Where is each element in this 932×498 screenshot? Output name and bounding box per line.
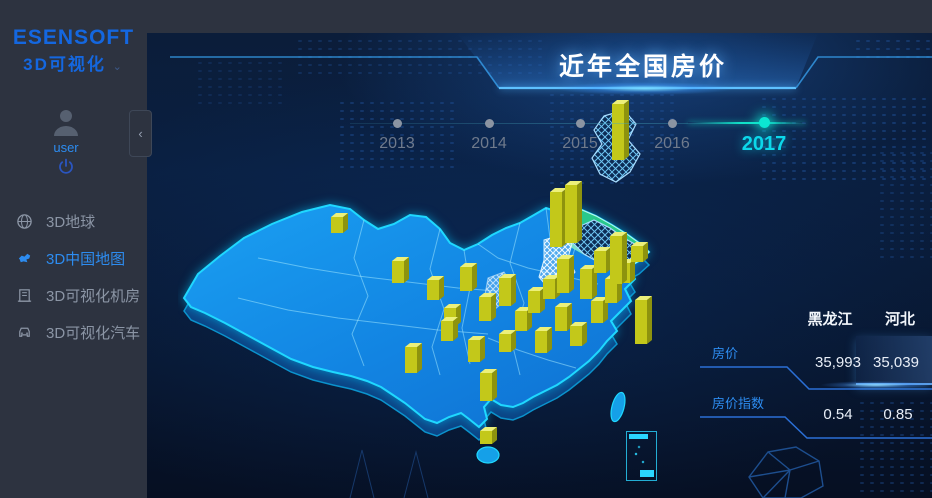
row-label-price-index: 房价指数 (712, 396, 765, 411)
menu-label: 3D地球 (46, 214, 96, 231)
sidebar-item-3d-car[interactable]: 3D可视化汽车 (0, 314, 147, 351)
timeline-year-2015[interactable]: 2015 (535, 119, 625, 153)
china-map-icon (18, 253, 31, 263)
timeline-year-label: 2016 (654, 135, 690, 152)
menu-label: 3D可视化汽车 (46, 325, 141, 342)
sidebar: ESENSOFT 3D可视化 ⌄ user (0, 0, 147, 498)
highlight-flare (820, 381, 932, 389)
user-avatar[interactable] (0, 106, 132, 143)
timeline-year-2013[interactable]: 2013 (352, 119, 442, 153)
menu-label: 3D中国地图 (46, 251, 126, 268)
deco-dots (854, 38, 932, 60)
column-header-heilongjiang: 黑龙江 (807, 311, 853, 328)
price-bars (331, 100, 652, 444)
cell-price-hebei: 35,039 (873, 354, 919, 371)
chevron-down-icon[interactable]: ⌄ (112, 61, 124, 73)
deco-dots (878, 150, 932, 260)
server-room-icon (17, 289, 32, 302)
inset-accent-top (629, 434, 648, 439)
south-china-sea-inset (626, 431, 657, 481)
menu-label: 3D可视化机房 (46, 288, 141, 305)
column-header-hebei: 河北 (884, 311, 915, 328)
timeline-dot (667, 119, 677, 128)
sidebar-item-3d-server-room[interactable]: 3D可视化机房 (0, 277, 147, 314)
deco-dots (338, 100, 456, 172)
timeline-year-2014[interactable]: 2014 (444, 119, 534, 153)
chevron-left-icon: ‹ (138, 126, 143, 141)
logo-subtitle-text: 3D可视化 (23, 55, 106, 74)
timeline-active-glow (688, 122, 806, 124)
top-bar (0, 0, 932, 33)
timeline-year-label: 2013 (379, 135, 415, 152)
timeline-dot (758, 117, 770, 128)
title-flare (555, 82, 735, 95)
app-logo: ESENSOFT (12, 26, 135, 49)
sidebar-item-3d-china-map[interactable]: 3D中国地图 (0, 240, 147, 277)
sidebar-item-3d-globe[interactable]: 3D地球 (0, 203, 147, 240)
timeline-year-2017[interactable]: 2017 (719, 117, 809, 156)
timeline-dot (575, 119, 585, 128)
timeline-dot (392, 119, 402, 128)
row-label-price: 房价 (712, 346, 739, 361)
timeline-year-label: 2017 (741, 133, 787, 155)
cell-index-hebei: 0.85 (883, 406, 913, 423)
deco-dots (760, 96, 932, 184)
page-title: 近年全国房价 (558, 53, 727, 81)
sidebar-menu: 3D地球 3D中国地图 3D可视化机房 (0, 203, 147, 351)
taiwan-island (610, 391, 626, 423)
timeline-dot (484, 119, 494, 128)
deco-dots (858, 400, 932, 496)
hainan-island (476, 446, 500, 464)
user-name: user (53, 140, 79, 155)
timeline-year-label: 2014 (471, 135, 507, 152)
app-logo-subtitle: 3D可视化 ⌄ (0, 50, 147, 75)
timeline-year-label: 2015 (562, 135, 598, 152)
china-3d-map[interactable] (178, 88, 678, 498)
logout-power-button[interactable] (0, 158, 132, 181)
car-icon (19, 327, 30, 337)
timeline-year-2016[interactable]: 2016 (627, 119, 717, 153)
avatar-icon (54, 110, 78, 136)
inset-accent-bottom (640, 470, 654, 477)
power-icon (59, 158, 73, 174)
sidebar-collapse-button[interactable]: ‹ (129, 110, 152, 157)
globe-icon (17, 214, 32, 229)
